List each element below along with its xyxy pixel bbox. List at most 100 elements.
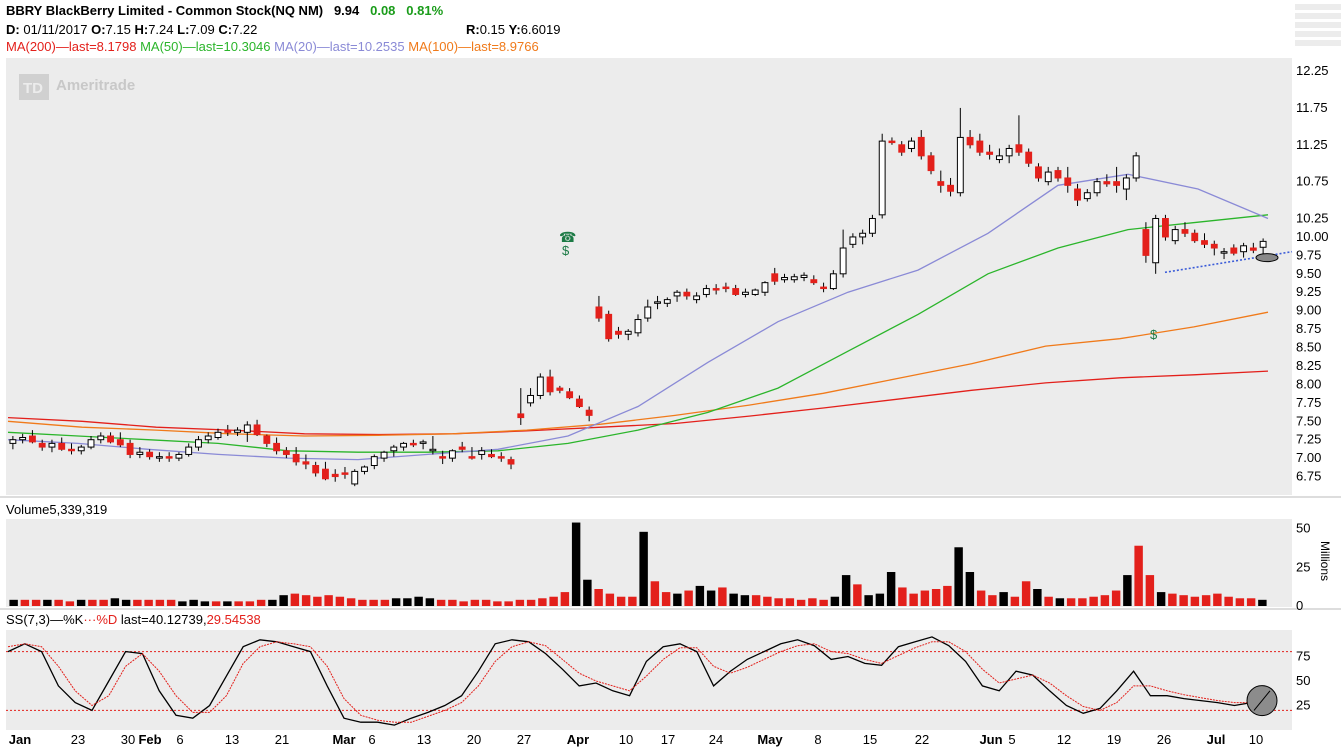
volume-bar	[526, 599, 536, 606]
volume-bar	[234, 601, 243, 606]
candle-body	[1171, 229, 1179, 242]
ss-title: SS(7,3)	[6, 612, 51, 627]
o-label: O:	[91, 22, 106, 37]
price-tick-label: 7.50	[1296, 413, 1321, 428]
window-controls-placeholder	[1295, 4, 1341, 56]
candle-body	[507, 459, 515, 465]
candle-body	[878, 140, 886, 216]
volume-bar	[200, 601, 210, 606]
candle-body	[634, 319, 642, 334]
candle-body	[1230, 247, 1238, 254]
ss-tick-label: 50	[1296, 673, 1310, 688]
volume-bar	[673, 593, 682, 606]
candle-body	[478, 450, 486, 455]
volume-bar	[189, 599, 198, 606]
h-label: H:	[134, 22, 149, 37]
volume-bar	[886, 572, 896, 606]
candle-body	[810, 279, 818, 284]
candle-body	[1181, 229, 1189, 234]
candle-body	[1249, 247, 1257, 251]
volume-bar	[20, 599, 30, 606]
x-tick-label: 21	[275, 732, 289, 747]
volume-bar	[1100, 595, 1110, 606]
candle-body	[947, 184, 954, 192]
ss-d-last: 29.54538	[206, 612, 261, 627]
candle-body	[234, 429, 241, 433]
candle-body	[126, 442, 134, 455]
x-tick-label: Apr	[567, 732, 589, 747]
ma20-line	[7, 173, 1269, 461]
event-dividend-icon: $	[1150, 327, 1158, 342]
price-tick-label: 8.25	[1296, 358, 1321, 373]
ss-sep: ,	[202, 612, 207, 627]
candles	[9, 107, 1279, 487]
candle-body	[155, 456, 163, 459]
volume-tick-label: 0	[1296, 598, 1303, 613]
volume-bar	[178, 601, 187, 606]
price-tick-label: 9.25	[1296, 284, 1321, 299]
candle-body	[575, 398, 583, 408]
candle-body	[751, 289, 759, 295]
candle-body	[868, 218, 876, 234]
candle-body	[917, 136, 925, 157]
candle-body	[898, 144, 906, 153]
candle-body	[497, 456, 505, 459]
volume-bar	[639, 531, 648, 606]
candle-body	[683, 291, 691, 297]
candle-body	[28, 435, 36, 443]
x-tick-label: 12	[1057, 732, 1071, 747]
candle-body	[722, 286, 730, 290]
candle-body	[341, 472, 349, 475]
candle-body	[1005, 147, 1013, 157]
volume-bar	[155, 599, 165, 606]
volume-bar	[301, 595, 311, 606]
candle-body	[1093, 181, 1101, 194]
y-label: Y:	[508, 22, 521, 37]
candle-body	[390, 446, 398, 452]
price-tick-label: 9.75	[1296, 247, 1321, 262]
candle-body	[409, 442, 417, 446]
volume-bar	[470, 599, 480, 606]
candle-body	[732, 288, 740, 295]
candle-body	[1035, 166, 1042, 179]
volume-bar	[279, 595, 288, 606]
volume-bar	[729, 593, 738, 606]
price-tick-label: 7.25	[1296, 432, 1321, 447]
ss-marker	[1246, 685, 1278, 717]
candle-body	[292, 453, 300, 463]
candle-body	[1083, 192, 1091, 200]
price-tick-label: 6.75	[1296, 469, 1321, 484]
x-tick-label: 13	[225, 732, 239, 747]
candle-body	[624, 330, 632, 335]
volume-bar	[9, 599, 18, 606]
volume-bar	[695, 585, 705, 606]
candle-body	[1015, 144, 1023, 153]
candle-body	[527, 394, 534, 404]
price-change: 0.08	[370, 3, 396, 18]
x-tick-label: 26	[1157, 732, 1171, 747]
volume-bar	[931, 589, 941, 606]
support-trendline	[1164, 250, 1293, 274]
candle-body	[116, 439, 124, 446]
volume-bar	[1111, 590, 1121, 606]
ma200-last: last=8.1798	[68, 39, 137, 54]
candle-body	[781, 277, 788, 281]
candle-body	[693, 295, 701, 301]
volume-bar	[459, 601, 468, 606]
candle-body	[771, 273, 779, 282]
x-tick-label: May	[757, 732, 783, 747]
volume-bar	[166, 599, 176, 606]
d-label: D:	[6, 22, 20, 37]
volume-bar	[616, 596, 626, 606]
candle-body	[956, 136, 964, 194]
r-value: 0.15	[479, 22, 506, 37]
candle-body	[829, 273, 837, 290]
volume-bar	[898, 587, 907, 606]
volume-bar	[1246, 598, 1256, 606]
candle-body	[380, 451, 388, 459]
volume-bar	[335, 596, 345, 606]
volume-bar	[661, 592, 671, 606]
volume-bar	[211, 601, 221, 606]
ma200-label: MA(200)	[6, 39, 56, 54]
